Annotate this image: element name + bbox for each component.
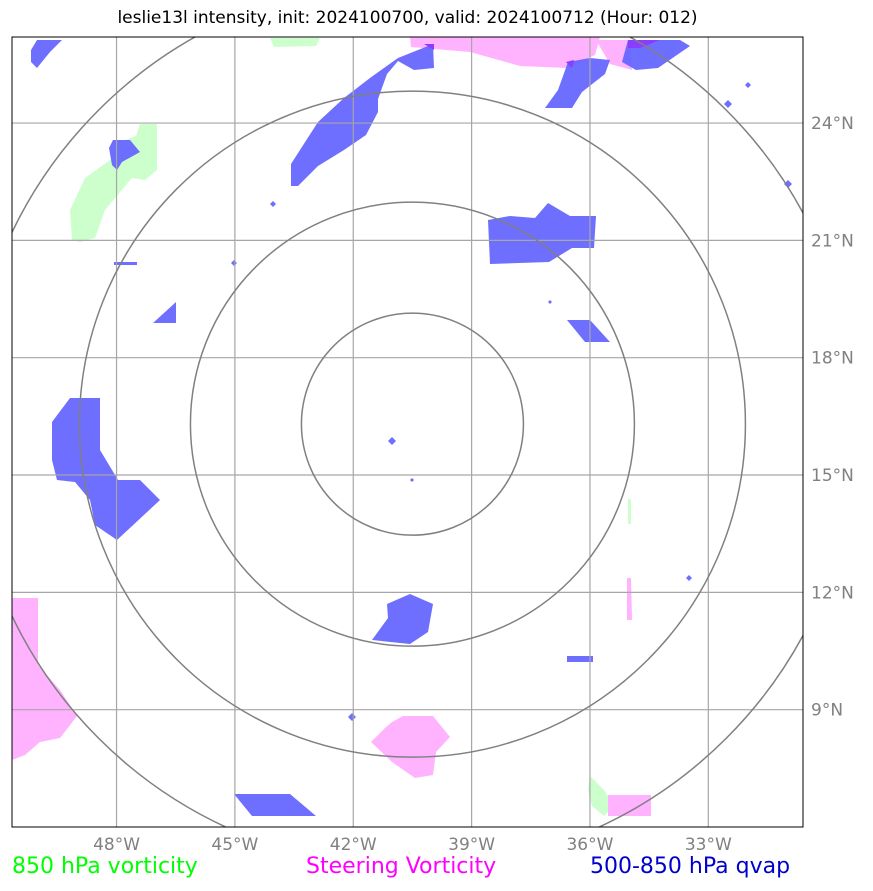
longitude-label: 45°W: [211, 835, 258, 855]
longitude-label: 48°W: [93, 835, 140, 855]
overlap-layer: [424, 40, 660, 68]
latitude-tick-labels: 9°N 12°N 15°N 18°N 21°N 24°N: [811, 114, 854, 721]
latitude-label: 12°N: [811, 583, 854, 603]
latitude-label: 21°N: [811, 231, 854, 251]
map-frame: [11, 36, 804, 828]
longitude-label: 36°W: [566, 835, 613, 855]
latitude-label: 24°N: [811, 114, 854, 134]
map-title: leslie13l intensity, init: 2024100700, v…: [117, 8, 698, 28]
range-ring: [189, 201, 636, 647]
graticule: [12, 37, 803, 827]
latitude-label: 9°N: [811, 701, 843, 721]
longitude-label: 42°W: [330, 835, 377, 855]
range-ring: [78, 90, 747, 758]
legend-850-vorticity: 850 hPa vorticity: [12, 854, 198, 879]
latitude-label: 15°N: [811, 466, 854, 486]
map-plot-area: [12, 37, 803, 827]
range-ring: [300, 312, 525, 536]
legend-qvap: 500-850 hPa qvap: [590, 854, 791, 879]
steering-vorticity-layer: [12, 37, 651, 816]
longitude-label: 39°W: [448, 835, 495, 855]
longitude-tick-labels: 48°W 45°W 42°W 39°W 36°W 33°W: [93, 835, 732, 855]
latitude-label: 18°N: [811, 349, 854, 369]
legend-steering-vorticity: Steering Vorticity: [306, 854, 497, 879]
range-rings: [12, 37, 803, 827]
longitude-label: 33°W: [685, 835, 732, 855]
